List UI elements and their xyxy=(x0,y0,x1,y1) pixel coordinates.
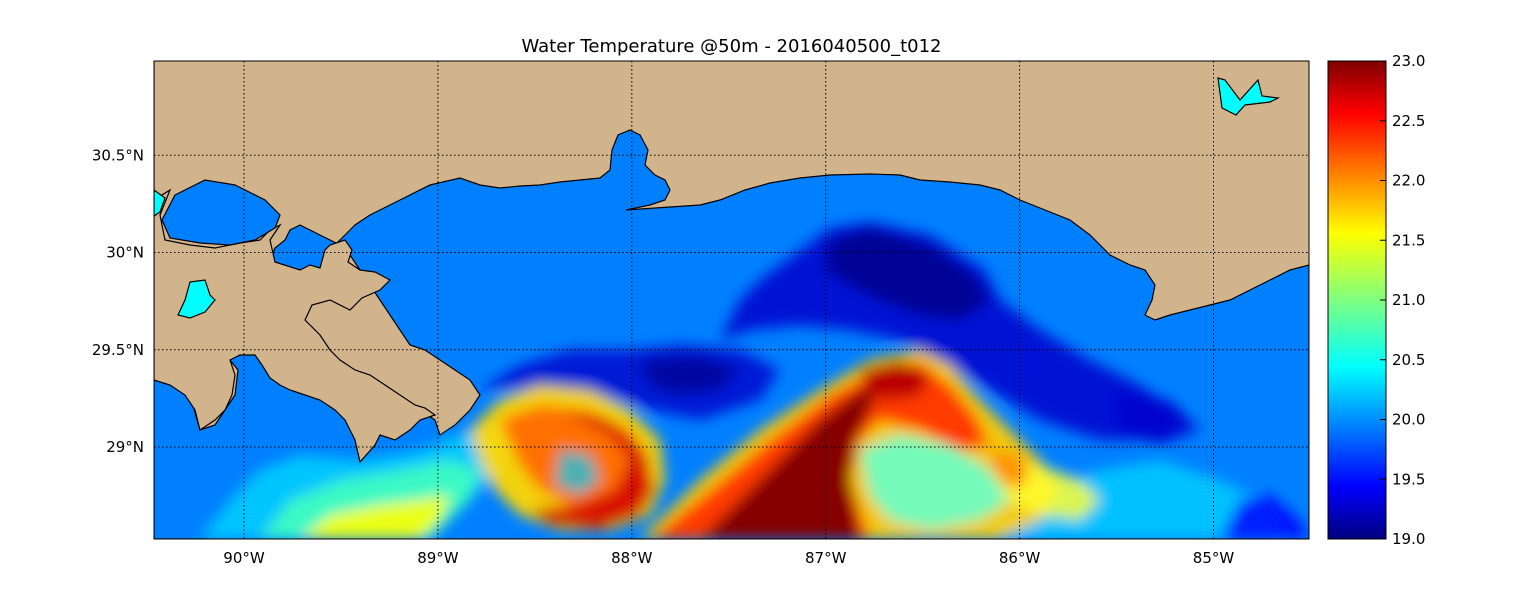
inland-water xyxy=(154,77,1281,319)
latitude-tick-label: 30.5°N xyxy=(92,146,144,164)
lake-pontchartrain xyxy=(161,179,281,246)
latitude-tick-label: 29.5°N xyxy=(92,341,144,359)
map-graticule xyxy=(154,61,1309,539)
longitude-tick-label: 86°W xyxy=(999,549,1041,567)
longitude-tick-label: 89°W xyxy=(417,549,459,567)
latitude-tick-labels: 30.5°N 30°N 29.5°N 29°N xyxy=(92,146,144,456)
colorbar-tick-label: 20.5 xyxy=(1392,351,1425,369)
colorbar-tick-label: 20.0 xyxy=(1392,411,1425,429)
louisiana-delta-land xyxy=(154,61,437,464)
latitude-tick-label: 30°N xyxy=(106,244,144,262)
longitude-tick-labels: 90°W 89°W 88°W 87°W 86°W 85°W xyxy=(223,549,1234,567)
longitude-tick-label: 90°W xyxy=(223,549,265,567)
lake-left-edge xyxy=(154,189,166,217)
colorbar: 19.0 19.5 20.0 20.5 21.0 21.5 22.0 22.5 23.0 xyxy=(1327,52,1425,548)
colorbar-tick-label: 21.5 xyxy=(1392,231,1425,249)
colorbar-gradient xyxy=(1327,60,1387,540)
map-title: Water Temperature @50m - 2016040500_t012 xyxy=(521,36,942,57)
inland-bays xyxy=(161,179,281,246)
lake-west xyxy=(177,279,216,319)
latitude-tick-label: 29°N xyxy=(106,438,144,456)
map-frame xyxy=(153,60,1310,540)
longitude-tick-label: 87°W xyxy=(805,549,847,567)
temperature-field xyxy=(200,222,1309,539)
colorbar-tick-label: 23.0 xyxy=(1392,52,1425,70)
colorbar-tick-label: 22.5 xyxy=(1392,112,1425,130)
lake-northeast xyxy=(1217,77,1281,116)
map-plot-area xyxy=(154,61,1309,539)
colorbar-tick-label: 19.5 xyxy=(1392,470,1425,488)
colorbar-tick-label: 19.0 xyxy=(1392,530,1425,548)
colorbar-tick-label: 22.0 xyxy=(1392,172,1425,190)
longitude-tick-label: 88°W xyxy=(611,549,653,567)
colorbar-ticks: 19.0 19.5 20.0 20.5 21.0 21.5 22.0 22.5 23.0 xyxy=(1380,52,1425,548)
colorbar-tick-label: 21.0 xyxy=(1392,291,1425,309)
longitude-tick-label: 85°W xyxy=(1193,549,1235,567)
land-features xyxy=(154,61,437,464)
